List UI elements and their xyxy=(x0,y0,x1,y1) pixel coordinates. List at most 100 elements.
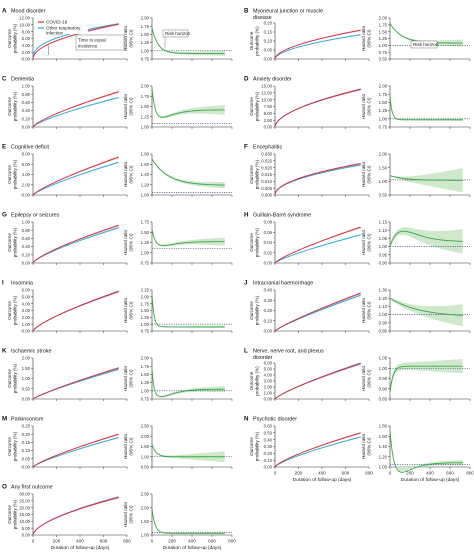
covid-series-line xyxy=(32,497,119,535)
hazard-ci-band xyxy=(152,508,225,535)
probability-y-tick-label: 0.05 xyxy=(264,48,273,53)
hazard-axis-label: Hazard ratio xyxy=(123,162,128,187)
panel-O: O Any first outcome 0.00 5.00 10.00 15.00 20.0… xyxy=(2,484,236,552)
hazard-ci-band xyxy=(152,444,225,463)
hazard-y-tick-label: 1.20 xyxy=(379,296,388,301)
probability-y-tick-label: 6.00 xyxy=(22,36,31,41)
probability-y-tick-label: 0.015 xyxy=(261,172,272,177)
panel-N: N Psychotic disorder0.000.100.200.300.400… xyxy=(244,416,474,484)
probability-y-tick-label: 0.50 xyxy=(264,430,273,435)
probability-axis-label: Outcome xyxy=(249,233,254,252)
hazard-ci-band xyxy=(390,359,463,396)
hazard-y-tick-label: 0.75 xyxy=(141,57,150,62)
probability-plot: 0.00 0.02 0.04 0.06 0.08 Outcome probability (… xyxy=(249,220,370,266)
covid-series-line xyxy=(32,433,119,468)
hazard-ci-band xyxy=(390,96,463,121)
probability-y-tick-label: 0.04 xyxy=(264,240,273,245)
probability-y-tick-label: 2.00 xyxy=(22,315,31,320)
legend-bg xyxy=(36,19,88,34)
panel-title: Parkinsonism xyxy=(11,417,44,423)
hazard-axis-label: (95% CI) xyxy=(367,29,372,48)
hazard-series-line xyxy=(389,175,463,181)
covid-ci-band xyxy=(33,496,119,535)
probability-y-tick-label: 0.10 xyxy=(22,448,31,453)
hazard-y-tick-label: 1.00 xyxy=(141,454,150,459)
probability-plot: 0.00 2.00 4.00 6.00 8.00 Outcome probability (… xyxy=(7,152,128,198)
hazard-ci-band xyxy=(390,227,463,254)
hazard-axis-label: Hazard ratio xyxy=(361,298,366,323)
probability-y-tick-label: 5.00 xyxy=(264,111,273,116)
hazard-y-tick-label: 2.00 xyxy=(379,152,388,157)
hazard-x-tick-label: 400 xyxy=(426,471,434,476)
probability-y-tick-label: 1.00 xyxy=(22,220,31,225)
probability-y-tick-label: 0.05 xyxy=(22,456,31,461)
other-ci-band xyxy=(33,436,119,467)
hazard-ratio-plot: 0.85 0.90 0.95 1.00 1.05 Hazard ratio (95% CI) xyxy=(361,356,471,402)
probability-y-tick-label: 6.00 xyxy=(22,288,31,293)
hazard-series-line xyxy=(151,158,225,186)
hazard-y-tick-label: 2.25 xyxy=(141,288,150,293)
hazard-x-tick-label: 800 xyxy=(228,539,236,544)
probability-x-tick-label: 200 xyxy=(295,471,303,476)
hazard-y-tick-label: 1.25 xyxy=(141,40,150,45)
other-series-line xyxy=(32,227,119,264)
probability-axis-label: Outcome xyxy=(7,29,12,48)
probability-plot: 0.00 0.10 0.20 0.30 0.40 0.500.60 0 200 400 600 80… xyxy=(249,424,373,476)
probability-y-tick-label: 0.50 xyxy=(22,386,31,391)
panel-L: L Nerve, nerve root, and plexusdisorder0.… xyxy=(244,348,471,402)
panel-title: Insomnia xyxy=(11,281,33,287)
hazard-y-tick-label: 0.50 xyxy=(379,57,388,62)
probability-axis-label: Outcome xyxy=(7,437,12,456)
hazard-y-tick-label: 1.80 xyxy=(141,152,150,157)
probability-y-tick-label: 0.10 xyxy=(264,39,273,44)
hazard-y-tick-label: 1.80 xyxy=(379,424,388,429)
panel-J: J Intracranial haemorrhage 0.00 0.10 0.20 0.3… xyxy=(244,280,471,334)
probability-axis-label: Outcome xyxy=(7,165,12,184)
probability-y-tick-label: 8.00 xyxy=(22,29,31,34)
hazard-y-tick-label: 1.00 xyxy=(379,43,388,48)
probability-y-tick-label: 0.030 xyxy=(261,152,272,157)
hazard-y-tick-label: 0.75 xyxy=(379,50,388,55)
hazard-series-line xyxy=(151,88,225,118)
hazard-y-tick-label: 1.00 xyxy=(141,388,150,393)
hazard-y-tick-label: 2.50 xyxy=(141,424,150,429)
probability-axis-label: Outcome xyxy=(7,97,12,116)
hazard-series-line xyxy=(389,432,463,473)
hazard-y-tick-label: 1.25 xyxy=(379,36,388,41)
risk-horizon-box xyxy=(162,29,189,38)
hazard-ratio-plot: 0.90 0.95 1.00 1.05 1.10 1.15 Hazard ratio (95%… xyxy=(361,220,471,266)
hazard-y-tick-label: 1.20 xyxy=(141,182,150,187)
hazard-axis-label: (95% CI) xyxy=(367,301,372,320)
probability-x-tick-label: 800 xyxy=(123,539,131,544)
probability-y-tick-label: 1.00 xyxy=(22,84,31,89)
hazard-y-tick-label: 1.25 xyxy=(141,380,150,385)
probability-plot: 0.00 0.50 1.00 1.50 2.00 Outcome probability (… xyxy=(7,356,128,402)
hazard-y-tick-label: 1.00 xyxy=(141,125,150,130)
hazard-y-tick-label: 1.50 xyxy=(141,32,150,37)
probability-y-tick-label: 0.020 xyxy=(261,165,272,170)
hazard-y-tick-label: 1.50 xyxy=(141,308,150,313)
probability-y-tick-label: 2.00 xyxy=(22,182,31,187)
panel-letter: K xyxy=(2,348,7,355)
probability-y-tick-label: 10.00 xyxy=(19,22,30,27)
hazard-y-tick-label: 2.00 xyxy=(141,505,150,510)
covid-series-line xyxy=(274,363,361,400)
hazard-series-line xyxy=(151,28,225,54)
hazard-axis-label: Hazard ratio xyxy=(123,366,128,391)
hazard-y-tick-label: 0.75 xyxy=(141,397,150,402)
hazard-y-tick-label: 1.00 xyxy=(379,244,388,249)
probability-y-tick-label: 0.40 xyxy=(264,437,273,442)
panel-letter: L xyxy=(244,348,248,355)
panel-letter: B xyxy=(244,8,249,15)
covid-series-line xyxy=(274,88,361,127)
probability-axis-label: Outcome xyxy=(249,31,254,50)
hazard-axis-label: Hazard ratio xyxy=(123,434,128,459)
probability-axis-label: Outcome xyxy=(7,369,12,388)
hazard-series-line xyxy=(389,297,463,316)
probability-y-tick-label: 2.50 xyxy=(264,118,273,123)
hazard-x-tick-label: 800 xyxy=(466,471,474,476)
other-series-line xyxy=(274,88,361,127)
hazard-ratio-plot: 1.00 1.25 1.50 1.75 2.00 Hazard ratio (95% CI) xyxy=(123,84,233,130)
panel-letter: I xyxy=(2,280,4,287)
